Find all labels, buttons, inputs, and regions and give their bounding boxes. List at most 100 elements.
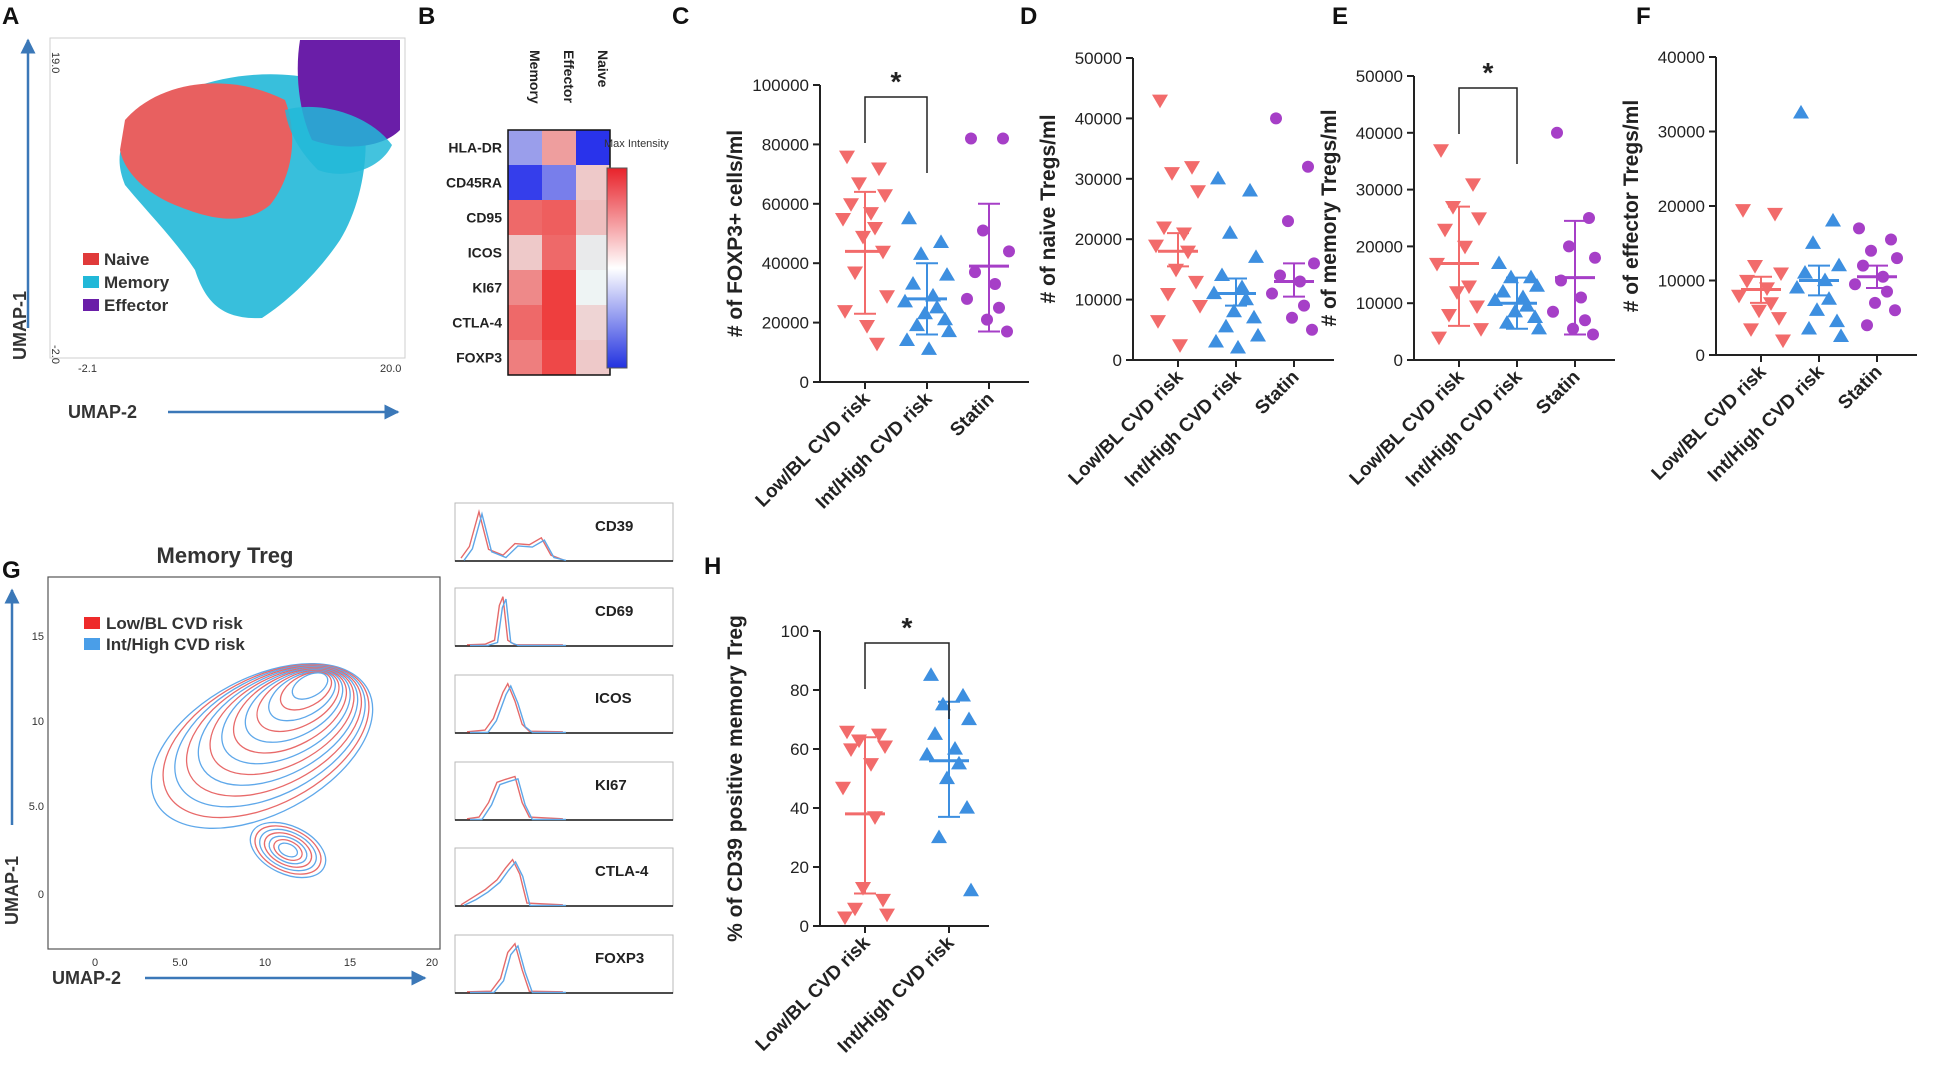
contour-line (209, 666, 355, 776)
panel-b: B HLA-DR CD45RA CD95 ICOS KI67 CTLA-4 FOXP3 Mem… (418, 3, 669, 376)
data-point (1589, 251, 1601, 264)
data-point (929, 299, 945, 314)
data-point (1150, 315, 1166, 329)
significance-bracket (864, 96, 928, 173)
data-point (1274, 269, 1286, 282)
data-point (1773, 267, 1789, 282)
data-point (955, 687, 971, 702)
heatmap-cell (542, 270, 576, 305)
histogram-frame (454, 502, 674, 562)
histogram-label: CTLA-4 (595, 863, 649, 880)
legend-effector: Effector (104, 296, 169, 315)
heatmap-cell (576, 165, 610, 200)
data-point (1306, 323, 1318, 336)
data-point (965, 132, 977, 145)
histogram-label: CD69 (595, 603, 633, 620)
y-axis-label: # of effector Tregs/ml (1620, 100, 1643, 312)
data-point (899, 332, 915, 347)
umap-g-xtick: 10 (259, 957, 271, 969)
heatmap-cell (542, 340, 576, 375)
data-point (933, 234, 949, 249)
data-point (1160, 287, 1176, 302)
legend-low-swatch (84, 617, 100, 629)
y-tick-label: 30000 (1356, 181, 1403, 200)
y-tick-label: 20000 (1075, 230, 1122, 249)
data-point (835, 781, 851, 796)
data-point (1821, 291, 1837, 305)
data-point (1587, 328, 1599, 341)
x-category-label: Statin (1834, 362, 1886, 414)
data-point (851, 177, 867, 192)
y-axis-label: # of FOXP3+ cells/ml (724, 130, 747, 337)
histogram-stack: CD39 CD69 ICOS KI67 CTLA-4 FOXP3 (454, 502, 674, 994)
histogram-label: FOXP3 (595, 950, 644, 967)
data-point (1226, 303, 1242, 318)
contour-line (259, 828, 317, 872)
contour-line (256, 669, 340, 733)
data-point (1250, 327, 1266, 342)
x-category-label: Statin (946, 389, 998, 441)
series-0 (835, 725, 895, 926)
data-point (1473, 323, 1489, 337)
umap-g-xlabel: UMAP-2 (52, 968, 121, 988)
y-tick-label: 30000 (1658, 123, 1705, 142)
heatmap-cell (576, 235, 610, 270)
histogram-frame (454, 587, 674, 647)
series-1 (1487, 255, 1547, 335)
data-point (1853, 222, 1865, 235)
data-point (1865, 244, 1877, 257)
histogram: ICOS (454, 674, 674, 734)
heatmap-row-label: CD45RA (446, 175, 502, 191)
histogram: KI67 (454, 761, 674, 821)
scatter-panel-d: 0 10000 20000 30000 40000 50000 # of naive Tre… (1037, 49, 1334, 491)
data-point (1298, 299, 1310, 312)
heatmap-cell (508, 270, 542, 305)
data-point (909, 317, 925, 332)
data-point (843, 743, 859, 757)
umap-a-ymax: 19.0 (49, 52, 61, 73)
heatmap-cell (576, 130, 610, 165)
data-point (839, 150, 855, 165)
data-point (1523, 269, 1539, 284)
data-point (863, 758, 879, 772)
legend-naive-swatch (83, 253, 99, 265)
y-axis-label: # of naive Tregs/ml (1037, 114, 1060, 303)
data-point (927, 726, 943, 740)
data-point (1849, 278, 1861, 291)
data-point (839, 725, 855, 740)
y-axis-label: % of CD39 positive memory Treg (724, 615, 747, 942)
data-point (1429, 257, 1445, 272)
data-point (993, 301, 1005, 314)
data-point (917, 305, 933, 320)
data-point (1743, 323, 1759, 337)
data-point (837, 305, 853, 319)
data-point (1499, 315, 1515, 329)
contour-line (221, 667, 351, 765)
data-point (1735, 204, 1751, 218)
data-point (959, 800, 975, 814)
data-point (859, 319, 875, 334)
data-point (1739, 274, 1755, 289)
heatmap-col-label: Memory (527, 50, 543, 104)
histogram-curve-int (463, 511, 567, 562)
heatmap-cell (576, 270, 610, 305)
contour-line (268, 835, 308, 865)
data-point (961, 292, 973, 305)
data-point (901, 210, 917, 225)
data-point (997, 132, 1009, 145)
histogram: CTLA-4 (454, 847, 674, 907)
data-point (871, 162, 887, 177)
y-tick-label: 0 (800, 373, 809, 392)
y-tick-label: 100 (781, 622, 809, 641)
data-point (843, 198, 859, 212)
data-point (1148, 239, 1164, 254)
y-tick-label: 100000 (752, 76, 809, 95)
significance-bracket (864, 642, 950, 719)
data-point (1164, 167, 1180, 181)
y-tick-label: 20000 (1658, 197, 1705, 216)
y-tick-label: 40000 (1356, 124, 1403, 143)
y-tick-label: 0 (1113, 351, 1122, 370)
data-point (1441, 308, 1457, 323)
data-point (879, 290, 895, 304)
series-2 (1547, 126, 1601, 341)
